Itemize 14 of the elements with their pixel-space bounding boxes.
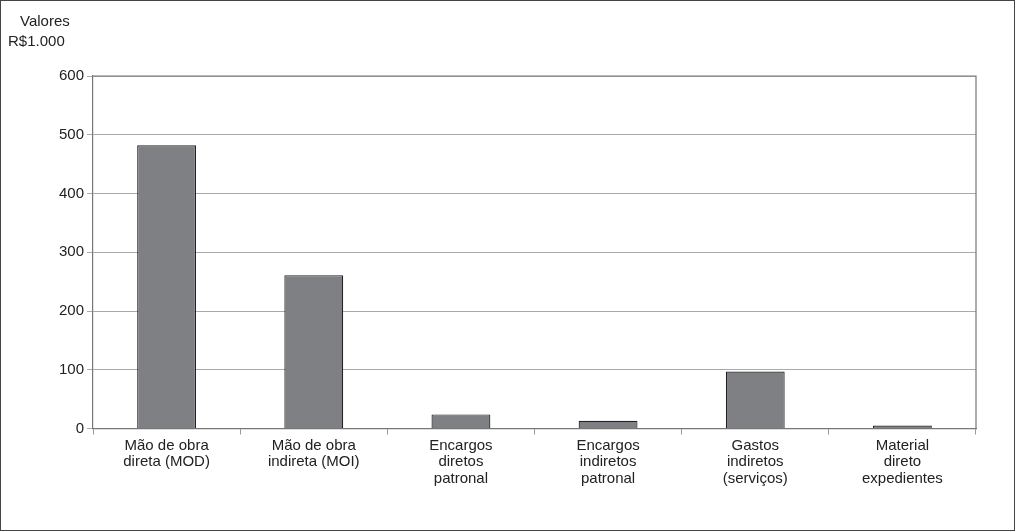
x-tick-label: Mão de obra direta (MOD) xyxy=(123,435,210,470)
y-axis-title: Valores R$1.000 xyxy=(8,12,70,49)
y-tick-label: 500 xyxy=(59,124,85,142)
y-tick-label: 300 xyxy=(59,242,85,260)
x-tick-label: Gastos indiretos (serviços) xyxy=(722,435,788,486)
y-tick-label: 200 xyxy=(59,301,85,319)
y-tick-label: 100 xyxy=(59,359,85,377)
x-tick-label: Encargos indiretos patronal xyxy=(576,435,640,486)
x-tick-label: Mão de obra indireta (MOI) xyxy=(267,435,360,470)
x-tick-label: Encargos diretos patronal xyxy=(429,435,493,486)
y-tick-label: 600 xyxy=(59,66,85,84)
y-tick-label: 400 xyxy=(59,183,85,201)
y-tick-label: 0 xyxy=(75,418,85,436)
x-tick-label: Material direto expedientes xyxy=(861,435,943,486)
